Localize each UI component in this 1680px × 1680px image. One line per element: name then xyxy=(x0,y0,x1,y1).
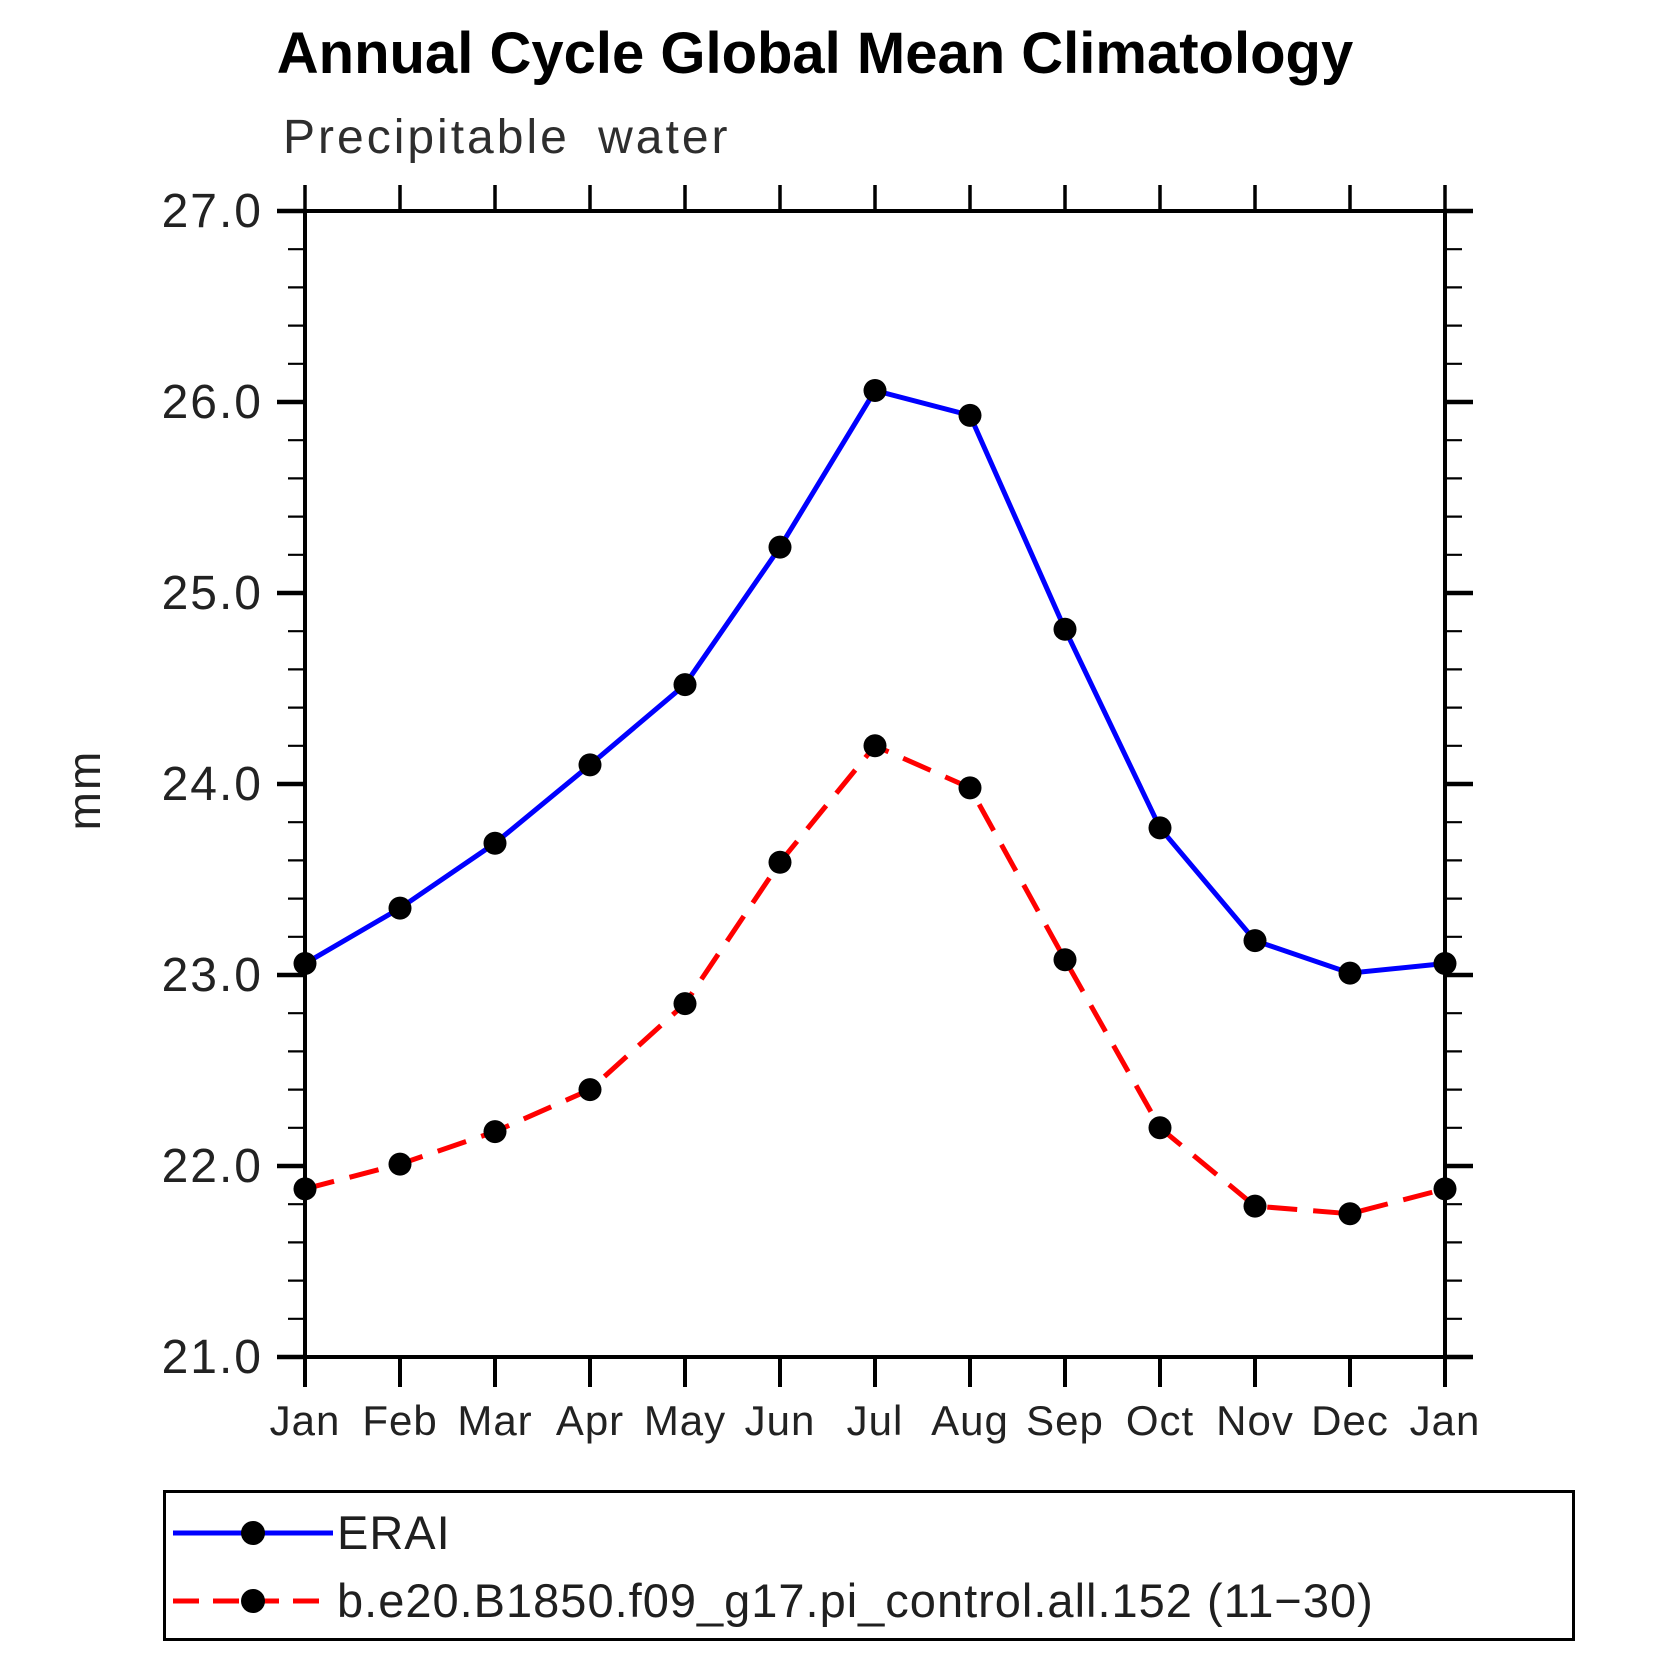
x-tick-label: May xyxy=(644,1397,726,1444)
y-tick-label: 23.0 xyxy=(162,949,263,1002)
y-tick-label: 26.0 xyxy=(162,376,263,429)
data-point xyxy=(1243,929,1267,953)
data-point xyxy=(388,1152,412,1176)
data-point xyxy=(293,952,317,976)
x-axis: Jan Feb Mar Apr May Jun Jul Aug Sep Oct Nov Dec Jan xyxy=(270,185,1481,1444)
series-model xyxy=(293,734,1457,1226)
data-point xyxy=(483,1120,507,1144)
data-point xyxy=(388,896,412,920)
data-point xyxy=(1148,1116,1172,1140)
data-point xyxy=(578,753,602,777)
y-axis-title: mm xyxy=(58,750,110,831)
data-point xyxy=(1148,816,1172,840)
x-tick-label: Sep xyxy=(1026,1397,1104,1444)
x-tick-label: Jan xyxy=(1410,1397,1481,1444)
chart-title: Annual Cycle Global Mean Climatology xyxy=(276,21,1354,86)
x-tick-label: Jan xyxy=(270,1397,341,1444)
data-point xyxy=(673,673,697,697)
x-tick-label: Mar xyxy=(457,1397,532,1444)
y-tick-label: 21.0 xyxy=(162,1331,263,1384)
series-erai xyxy=(293,379,1457,985)
x-tick-label: Aug xyxy=(931,1397,1009,1444)
data-point xyxy=(1433,952,1457,976)
data-point xyxy=(483,831,507,855)
data-point xyxy=(1338,1202,1362,1226)
data-point xyxy=(1053,948,1077,972)
x-tick-label: Feb xyxy=(362,1397,437,1444)
y-tick-label: 24.0 xyxy=(162,758,263,811)
data-point xyxy=(1338,961,1362,985)
y-tick-label: 25.0 xyxy=(162,567,263,620)
data-point xyxy=(1433,1177,1457,1201)
y-tick-label: 22.0 xyxy=(162,1140,263,1193)
data-point xyxy=(1053,617,1077,641)
data-point xyxy=(293,1177,317,1201)
legend-entry-erai: ERAI xyxy=(169,1507,451,1559)
chart-subtitle: Precipitable water xyxy=(283,111,731,164)
x-tick-label: Oct xyxy=(1126,1397,1194,1444)
x-tick-label: Nov xyxy=(1216,1397,1294,1444)
x-tick-label: Apr xyxy=(556,1397,624,1444)
legend-label-erai: ERAI xyxy=(337,1506,451,1559)
data-point xyxy=(768,535,792,559)
data-point xyxy=(863,379,887,403)
x-tick-label: Dec xyxy=(1311,1397,1389,1444)
model-line-sample-icon xyxy=(173,1589,333,1613)
erai-line-sample-icon xyxy=(173,1521,333,1545)
x-tick-label: Jun xyxy=(745,1397,816,1444)
y-axis: 21.0 22.0 23.0 24.0 25.0 26.0 27.0 mm xyxy=(58,185,1473,1384)
data-point xyxy=(958,776,982,800)
legend-label-model: b.e20.B1850.f09_g17.pi_control.all.152 (… xyxy=(337,1574,1374,1627)
data-point xyxy=(578,1078,602,1102)
legend: ERAI b.e20.B1850.f09_g17.pi_control.all.… xyxy=(163,1490,1575,1641)
data-point xyxy=(958,403,982,427)
data-point xyxy=(1243,1194,1267,1218)
data-point xyxy=(863,734,887,758)
legend-entry-model: b.e20.B1850.f09_g17.pi_control.all.152 (… xyxy=(169,1575,1374,1627)
x-tick-label: Jul xyxy=(847,1397,904,1444)
data-point xyxy=(673,992,697,1016)
y-tick-label: 27.0 xyxy=(162,185,263,238)
data-point xyxy=(768,850,792,874)
